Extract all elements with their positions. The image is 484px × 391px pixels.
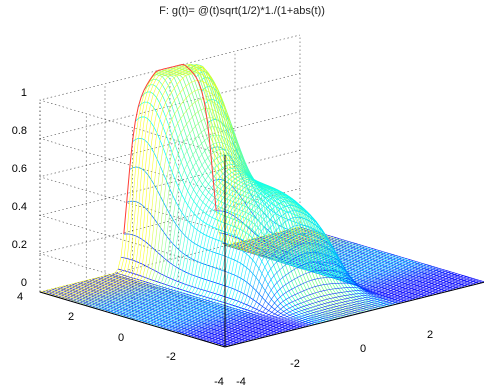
surface-line (215, 279, 476, 345)
surface-line (175, 252, 436, 333)
surface-line (187, 270, 449, 337)
surface-line (98, 164, 359, 310)
x-axis-line (224, 281, 484, 348)
surface-line (70, 98, 331, 302)
surface-line (178, 261, 439, 334)
surface-line (89, 148, 350, 307)
surface-line (206, 276, 467, 342)
x-axis-ticks: -4 -2 0 2 (236, 329, 433, 388)
y-tick-label: -4 (214, 376, 224, 388)
z-tick-label: 0.8 (12, 125, 27, 137)
surface-line (138, 188, 399, 322)
surface-line (132, 185, 393, 320)
surface-line (154, 200, 415, 327)
z-tick-label: 0 (21, 277, 27, 289)
surface-line (43, 63, 304, 294)
y-tick-label: -2 (166, 351, 176, 363)
surface-line (67, 89, 328, 301)
x-tick-label: -2 (290, 358, 300, 370)
surface-mesh (39, 63, 484, 348)
surface-line (160, 210, 421, 329)
surface-line (163, 217, 424, 329)
chart-title: F: g(t)= @(t)sqrt(1/2)*1./(1+abs(t)) (159, 5, 325, 17)
axes-box (39, 155, 484, 348)
surface-line (80, 126, 341, 305)
surface-line (209, 277, 470, 343)
surface-line (52, 65, 313, 296)
surface-line (221, 280, 482, 347)
surface-line (58, 69, 319, 298)
z-gridline (38, 34, 301, 156)
y-tick-label: 0 (118, 332, 124, 344)
surface-line (55, 67, 316, 297)
surface-line (166, 224, 427, 330)
z-axis-ticks: 0 0.2 0.4 0.6 0.8 1 (12, 87, 27, 289)
y-axis-ticks: 4 2 0 -2 -4 (17, 291, 224, 388)
z-gridline (38, 188, 301, 309)
x-tick-label: 0 (360, 343, 366, 355)
z-tick-label: 0.6 (12, 163, 27, 175)
surface-line (144, 191, 405, 324)
surface-line (218, 279, 479, 346)
surface-line (150, 197, 412, 326)
z-tick-label: 1 (21, 87, 27, 99)
x-tick-label: 2 (427, 329, 433, 341)
y-tick-label: 2 (68, 311, 74, 323)
surface-line (169, 233, 430, 331)
surface-line (147, 194, 408, 325)
peak-ridge (123, 64, 217, 235)
surface-line (197, 273, 458, 340)
surface-line (107, 173, 368, 313)
surface-line (191, 271, 452, 338)
surface-line (49, 64, 310, 296)
surface-line (184, 269, 445, 336)
surface-line (141, 189, 402, 323)
y-axis-line (39, 291, 226, 348)
surface-line (135, 186, 396, 321)
surface-line (101, 167, 362, 311)
surface-line (129, 184, 390, 319)
surface-line (120, 180, 381, 317)
surface-line (86, 142, 347, 307)
y-tick-label: 4 (17, 291, 23, 303)
surface-line (172, 242, 433, 332)
surface-line (73, 108, 334, 303)
surface-line (83, 134, 344, 306)
x-tick-label: -4 (236, 376, 246, 388)
surface-line (104, 170, 365, 312)
z-tick-label: 0.2 (12, 239, 27, 251)
surface-line (123, 181, 384, 318)
surface-line (46, 64, 307, 295)
surface-line (149, 74, 335, 320)
surface-line (92, 154, 353, 308)
surface-line (64, 80, 325, 300)
surface-line (110, 175, 371, 314)
surface-line (194, 272, 455, 339)
surface-line (157, 204, 418, 328)
surface-line (203, 275, 464, 341)
surface-line (200, 274, 461, 340)
surface-line (126, 182, 387, 318)
surface-line (212, 278, 473, 344)
z-gridline (38, 111, 301, 233)
z-tick-label: 0.4 (12, 201, 27, 213)
surface-line (61, 72, 322, 299)
